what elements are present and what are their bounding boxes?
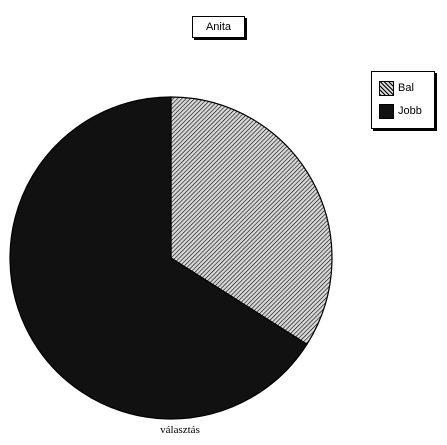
legend-item-jobb: Jobb: [379, 103, 422, 119]
pie-slice-jobb: [9, 96, 308, 420]
legend-swatch-jobb: [379, 103, 394, 119]
legend-swatch-bal: [379, 80, 394, 96]
pie-slices: [9, 96, 333, 420]
legend-label-bal: Bal: [398, 82, 414, 94]
legend-item-bal: Bal: [379, 80, 414, 96]
pie-slice-bal: [170, 96, 333, 346]
x-axis-label: választás: [160, 424, 200, 436]
chart-title-text: Anita: [205, 21, 232, 33]
legend-label-jobb: Jobb: [398, 105, 422, 117]
chart-title: Anita: [192, 16, 245, 38]
legend: Bal Jobb: [371, 71, 435, 129]
